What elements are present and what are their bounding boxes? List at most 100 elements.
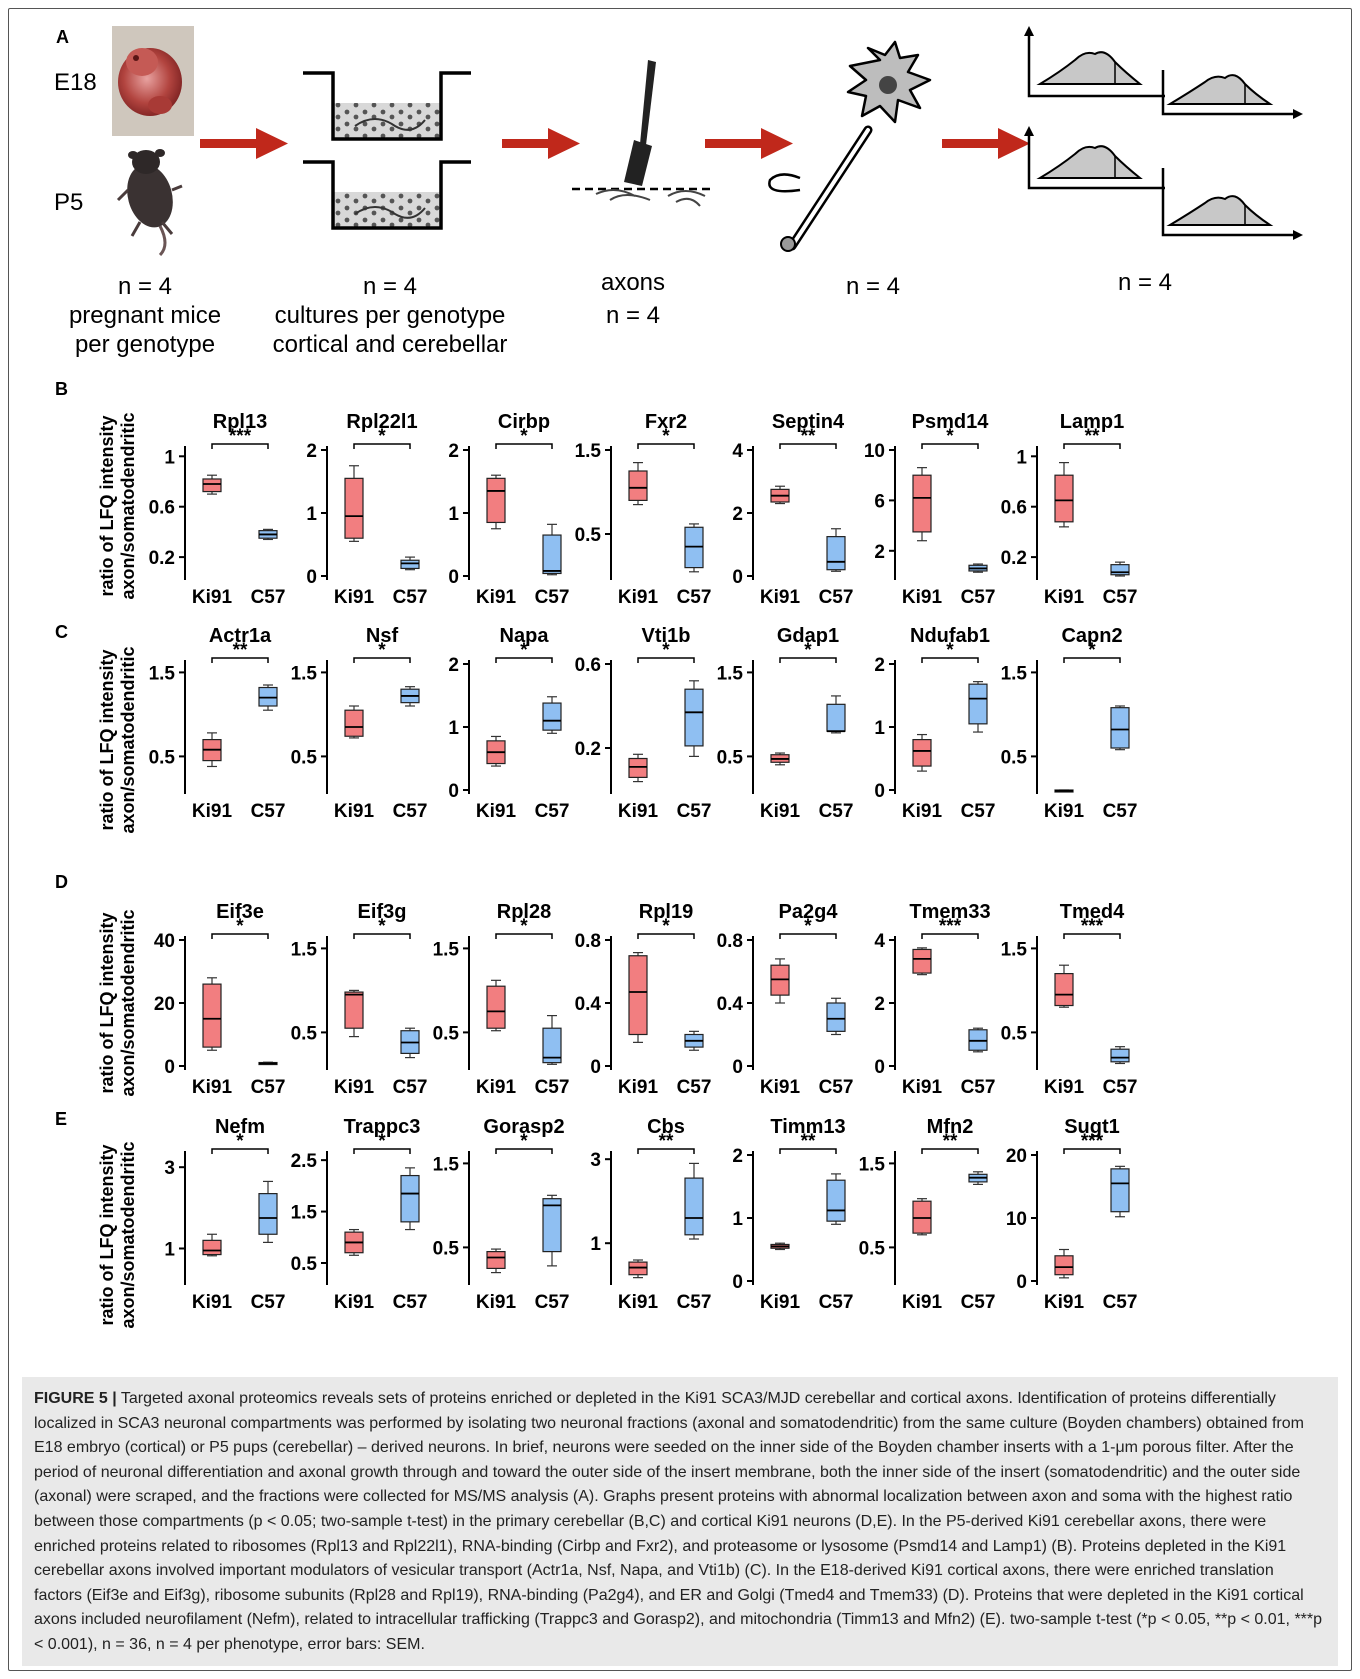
chart-title: Ndufab1: [910, 625, 990, 647]
significance-bracket: [211, 443, 269, 449]
chart-title: Vti1b: [642, 625, 691, 647]
spectrum-4: [1161, 168, 1303, 240]
y-tick-label: 1.5: [291, 1203, 318, 1224]
y-tick-label: 0.6: [1001, 498, 1027, 519]
y-tick-label: 0: [732, 567, 743, 588]
ms-spectra-illustration: [1024, 26, 1303, 240]
count-cultures-n: n = 4: [363, 273, 417, 300]
x-tick-label: C57: [677, 587, 712, 608]
y-tick-label: 1.5: [717, 663, 744, 684]
y-tick-label: 1: [590, 1234, 601, 1255]
x-tick-label: C57: [677, 801, 712, 822]
y-tick-label: 0: [1016, 1272, 1027, 1293]
y-tick-label: 0.6: [149, 498, 175, 519]
x-tick-label: C57: [1103, 1292, 1138, 1313]
chart-title: Eif3g: [358, 901, 407, 923]
y-tick-label: 2: [448, 655, 459, 676]
significance-stars: *: [236, 1131, 244, 1152]
significance-stars: *: [662, 426, 670, 447]
panel-letter-e: E: [55, 1109, 67, 1129]
significance-bracket: [637, 443, 695, 449]
boxplot-gorasp2: 0.5 1.5 Gorasp2 Ki91 C57 *: [433, 1116, 570, 1313]
y-tick-label: 0.8: [575, 931, 601, 952]
significance-bracket: [495, 443, 553, 449]
count-cultures-line2: cultures per genotype: [275, 302, 506, 329]
box-c57: [1110, 1168, 1130, 1213]
significance-bracket: [921, 1148, 979, 1154]
x-tick-label: Ki91: [476, 587, 517, 608]
figure-caption: FIGURE 5 | Targeted axonal proteomics re…: [22, 1377, 1338, 1666]
chart-title: Rpl22l1: [346, 411, 417, 433]
y-tick-label: 0: [874, 781, 885, 802]
chart-title: Trappc3: [344, 1116, 421, 1138]
significance-bracket: [637, 933, 695, 939]
significance-bracket: [211, 657, 269, 663]
y-tick-label: 0.2: [575, 739, 601, 760]
spectrum-3: [1024, 126, 1165, 190]
box-c57: [542, 1198, 562, 1253]
significance-stars: *: [662, 916, 670, 937]
x-tick-label: C57: [677, 1077, 712, 1098]
y-tick-label: 0.5: [291, 1254, 318, 1275]
chart-title: Gorasp2: [483, 1116, 564, 1138]
boxplot-gdap1: 0.5 1.5 Gdap1 Ki91 C57 *: [717, 625, 854, 822]
box-ki91: [486, 985, 506, 1029]
boxplot-trappc3: 0.5 1.5 2.5 Trappc3 Ki91 C57 *: [291, 1116, 428, 1313]
y-tick-label: 1.5: [433, 939, 460, 960]
boxplot-capn2: 0.5 1.5 Capn2 Ki91 C57 *: [1001, 625, 1138, 822]
ylabel-d-line2: axon/somatodendritic: [118, 909, 138, 1096]
y-tick-label: 1.5: [291, 663, 318, 684]
x-tick-label: Ki91: [618, 587, 659, 608]
box-c57: [684, 1177, 704, 1236]
y-tick-label: 4: [732, 441, 743, 462]
ylabel-d-line1: ratio of LFQ intensity: [97, 912, 117, 1093]
box-c57: [1110, 1048, 1130, 1063]
box-c57: [826, 703, 846, 732]
arrow-1: [200, 128, 288, 159]
chart-title: Capn2: [1061, 625, 1122, 647]
x-tick-label: C57: [677, 1292, 712, 1313]
significance-stars: *: [378, 640, 386, 661]
chart-title: Rpl28: [497, 901, 551, 923]
count-axons-label: axons: [601, 269, 665, 296]
y-tick-label: 3: [164, 1158, 175, 1179]
significance-bracket: [637, 1148, 695, 1154]
x-tick-label: C57: [1103, 1077, 1138, 1098]
significance-stars: ***: [1081, 1131, 1104, 1152]
count-cultures-line3: cortical and cerebellar: [273, 331, 508, 358]
y-tick-label: 1: [732, 1209, 743, 1230]
y-tick-label: 0.2: [1001, 548, 1027, 569]
significance-stars: **: [801, 426, 816, 447]
boxplot-cbs: 1 3 Cbs Ki91 C57 **: [590, 1116, 711, 1313]
y-tick-label: 0.5: [575, 525, 602, 546]
significance-stars: *: [662, 640, 670, 661]
x-tick-label: Ki91: [902, 587, 943, 608]
chart-title: Fxr2: [645, 411, 687, 433]
x-tick-label: Ki91: [760, 1077, 801, 1098]
significance-bracket: [495, 1148, 553, 1154]
y-tick-label: 0.4: [575, 994, 602, 1015]
x-tick-label: C57: [819, 1292, 854, 1313]
box-c57: [1110, 564, 1130, 576]
significance-stars: **: [1085, 426, 1100, 447]
y-tick-label: 1: [874, 718, 885, 739]
chart-title: Septin4: [772, 411, 845, 433]
arrow-3: [705, 128, 793, 159]
ylabel-e-line1: ratio of LFQ intensity: [97, 1144, 117, 1325]
x-tick-label: Ki91: [1044, 587, 1085, 608]
significance-bracket: [353, 933, 411, 939]
x-tick-label: C57: [535, 801, 570, 822]
chart-title: Tmed4: [1060, 901, 1125, 923]
boxplot-tmed4: 0.5 1.5 Tmed4 Ki91 C57 ***: [1001, 901, 1138, 1098]
boxplot-psmd14: 2 6 10 Psmd14 Ki91 C57 *: [864, 411, 996, 608]
boxplot-nsf: 0.5 1.5 Nsf Ki91 C57 *: [291, 625, 428, 822]
y-tick-label: 2: [732, 504, 743, 525]
panel-letter-a: A: [56, 27, 69, 47]
chart-title: Lamp1: [1060, 411, 1124, 433]
significance-stars: **: [659, 1131, 674, 1152]
y-tick-label: 0.5: [1001, 747, 1028, 768]
x-tick-label: Ki91: [1044, 1077, 1085, 1098]
y-tick-label: 0.5: [291, 1023, 318, 1044]
count-mice-line3: per genotype: [75, 331, 215, 358]
